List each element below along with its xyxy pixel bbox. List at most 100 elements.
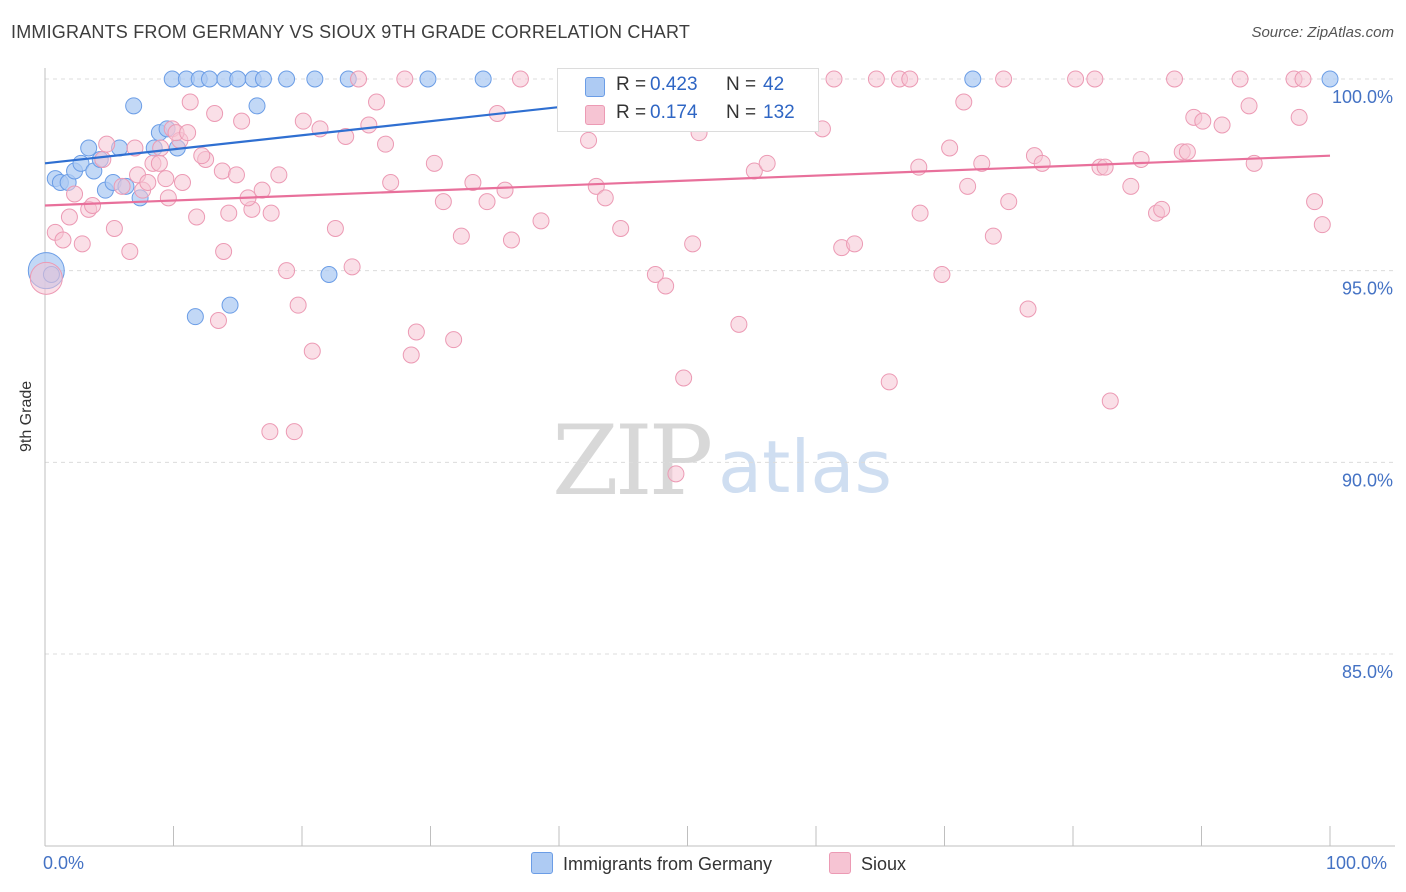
data-point xyxy=(452,227,470,245)
data-point xyxy=(152,139,170,157)
data-point xyxy=(368,93,386,111)
data-point xyxy=(867,70,885,88)
data-point xyxy=(306,70,324,88)
data-point xyxy=(1166,70,1184,88)
legend-r-label: R = xyxy=(616,74,647,95)
data-point xyxy=(285,423,303,441)
data-point xyxy=(1321,70,1339,88)
data-point xyxy=(434,193,452,211)
data-point xyxy=(188,208,206,226)
data-point xyxy=(98,135,116,153)
data-point xyxy=(377,135,395,153)
data-point xyxy=(84,197,102,214)
data-point xyxy=(270,166,288,184)
data-point xyxy=(163,70,181,88)
data-point xyxy=(294,112,312,130)
data-point xyxy=(229,70,247,88)
data-point xyxy=(215,243,233,260)
data-point xyxy=(60,208,78,226)
data-point xyxy=(667,465,685,483)
watermark-atlas: atlas xyxy=(718,425,892,509)
data-point xyxy=(1096,158,1114,176)
data-point xyxy=(289,296,307,314)
data-point xyxy=(262,204,280,222)
data-point xyxy=(464,174,482,191)
data-point xyxy=(532,212,550,230)
data-point xyxy=(1132,151,1150,168)
x-tick-label-max: 100.0% xyxy=(1326,853,1388,873)
data-point xyxy=(1178,143,1196,161)
data-point xyxy=(54,231,72,249)
y-axis-title: 9th Grade xyxy=(18,380,35,452)
data-point xyxy=(911,204,929,222)
data-point xyxy=(1194,112,1212,130)
data-point xyxy=(29,261,63,295)
trend-line-sioux xyxy=(44,154,1331,207)
data-point xyxy=(959,177,977,195)
data-point xyxy=(1313,216,1331,234)
axes xyxy=(44,68,1395,847)
data-point xyxy=(213,162,231,180)
data-point xyxy=(646,266,664,283)
data-point xyxy=(587,177,605,195)
data-point xyxy=(173,174,191,191)
data-point xyxy=(261,423,279,441)
data-point xyxy=(580,131,598,149)
data-point xyxy=(139,174,157,191)
bottom-legend-swatch-sioux xyxy=(829,852,851,874)
gridlines xyxy=(45,78,1395,655)
data-point xyxy=(474,70,492,88)
data-point xyxy=(337,128,355,145)
data-point xyxy=(66,185,84,203)
data-point xyxy=(206,105,224,122)
legend-r-label: R = xyxy=(616,102,647,123)
y-tick-label: 85.0% xyxy=(1342,662,1393,682)
data-point xyxy=(1306,193,1324,211)
data-point xyxy=(278,70,296,88)
data-point xyxy=(941,139,959,157)
data-point xyxy=(425,154,443,172)
data-point xyxy=(984,227,1002,245)
data-point xyxy=(1240,97,1258,115)
data-point xyxy=(105,220,123,237)
bottom-legend-label-sioux: Sioux xyxy=(861,854,907,874)
data-point xyxy=(73,235,91,253)
data-point xyxy=(657,277,675,295)
bottom-legend-germany: Immigrants from Germany xyxy=(531,852,772,875)
data-point xyxy=(1000,193,1018,211)
data-point xyxy=(933,266,951,283)
data-point xyxy=(125,97,143,115)
series-sioux-points xyxy=(29,70,1331,483)
legend-n-value: 42 xyxy=(763,74,785,95)
data-point xyxy=(326,220,344,237)
legend-swatch-germany xyxy=(585,77,605,97)
data-point xyxy=(1067,70,1085,88)
data-point xyxy=(121,243,139,260)
data-point xyxy=(995,70,1013,88)
bottom-legend-label-germany: Immigrants from Germany xyxy=(563,854,773,874)
data-point xyxy=(1231,70,1249,88)
data-point xyxy=(675,369,693,387)
data-point xyxy=(343,258,361,276)
data-point xyxy=(193,147,211,165)
data-point xyxy=(159,189,177,207)
data-point xyxy=(303,342,321,360)
legend-n-label: N = xyxy=(726,74,757,95)
data-point xyxy=(964,70,982,88)
data-point xyxy=(502,231,520,249)
data-point xyxy=(80,139,98,157)
data-point xyxy=(157,170,175,188)
data-point xyxy=(360,116,378,134)
data-point xyxy=(846,235,864,253)
data-point xyxy=(209,312,227,329)
data-point xyxy=(1213,116,1231,134)
bottom-legend-sioux: Sioux xyxy=(829,852,906,875)
data-point xyxy=(901,70,919,88)
data-point xyxy=(730,315,748,333)
legend-row-germany: R = 0.423 N = 42 xyxy=(558,72,818,100)
data-point xyxy=(478,193,496,211)
data-point xyxy=(1294,70,1312,88)
watermark-zip: ZIP xyxy=(552,405,713,517)
data-point xyxy=(1019,300,1037,318)
